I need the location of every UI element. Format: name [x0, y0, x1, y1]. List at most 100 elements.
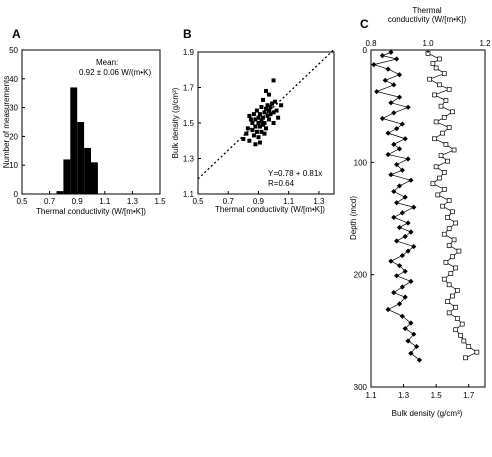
panel-c-bottom-ticks: 1.1 1.3 1.5 1.7: [365, 384, 475, 400]
y-tick-label: 1.3: [183, 155, 195, 164]
density-point: [453, 220, 459, 226]
thermal-point: [388, 172, 394, 178]
scatter-point: [256, 121, 261, 125]
thermal-point: [391, 188, 397, 195]
thermal-point: [405, 220, 411, 226]
scatter-point: [268, 112, 273, 117]
panel-a-mean-label: Mean:: [96, 58, 118, 67]
density-point: [446, 243, 452, 248]
y-tick-label: 40: [9, 75, 18, 84]
thermal-point: [396, 72, 403, 78]
scatter-point: [267, 108, 272, 113]
thermal-point: [402, 294, 408, 300]
y-tick-label: 10: [9, 161, 18, 170]
thermal-point: [396, 94, 403, 100]
thermal-point: [396, 263, 403, 269]
y-tick-label: 200: [354, 271, 368, 280]
thermal-point: [394, 126, 400, 132]
y-tick-label: 1.5: [183, 119, 195, 128]
x-tick-label: 0.7: [223, 197, 235, 206]
density-point: [440, 203, 446, 209]
scatter-point: [253, 124, 258, 129]
scatter-point: [256, 115, 261, 120]
thermal-point: [399, 121, 405, 127]
thermal-point: [382, 77, 388, 83]
x-tick-label: 1.1: [283, 197, 295, 206]
scatter-point: [271, 121, 276, 125]
scatter-point: [248, 117, 253, 122]
thermal-point: [379, 53, 385, 59]
thermal-point: [405, 338, 411, 344]
scatter-point: [279, 103, 284, 108]
scatter-point: [253, 117, 258, 122]
histogram-bar: [56, 191, 64, 194]
x-tick-label: 0.7: [44, 197, 56, 206]
y-tick-label: 0: [363, 46, 368, 55]
y-tick-label: 30: [9, 104, 18, 113]
density-point: [443, 142, 449, 147]
thermal-point: [399, 252, 405, 259]
x-tick-label: 0.5: [16, 197, 28, 206]
density-point: [441, 115, 447, 120]
panel-c-letter: C: [360, 17, 369, 31]
density-point: [430, 181, 436, 187]
panel-b: B 0.5 0.7 0.9 1.1 1.3 1.1 1.3 1.5 1.7 1.9 Therma…: [171, 27, 335, 214]
density-point: [451, 237, 457, 243]
scatter-point: [257, 140, 262, 145]
density-point: [456, 248, 462, 254]
scatter-point: [270, 101, 275, 106]
thermal-point: [414, 343, 420, 350]
thermal-point: [411, 331, 417, 337]
thermal-point: [408, 177, 414, 183]
panel-c-thermal-points: [371, 49, 423, 363]
thermal-point: [394, 238, 400, 244]
scatter-point: [268, 105, 273, 110]
scatter-point: [259, 105, 264, 110]
density-point: [474, 349, 480, 355]
density-point: [446, 310, 452, 316]
bottom-tick-label: 1.5: [431, 391, 443, 400]
scatter-point: [265, 103, 270, 108]
density-point: [433, 164, 439, 170]
density-point: [437, 56, 442, 62]
thermal-point: [405, 104, 411, 110]
panel-a: A 0.5 0.7 0.9 1.1 1.3 1.5 0 10 20 30 40 50 Thermal…: [2, 27, 166, 216]
y-tick-label: 100: [354, 158, 368, 167]
panel-b-x-ticks: 0.5 0.7 0.9 1.1 1.3: [192, 191, 325, 206]
density-point: [450, 293, 455, 299]
density-point: [450, 109, 455, 115]
panel-a-y-ticks: 0 10 20 30 40 50: [9, 46, 25, 199]
density-point: [433, 119, 439, 125]
thermal-point: [374, 88, 380, 95]
panel-b-points: [241, 78, 284, 147]
y-tick-label: 300: [354, 383, 368, 392]
thermal-point: [388, 49, 394, 55]
panel-b-letter: B: [183, 27, 192, 41]
panel-c-frame: [370, 49, 486, 388]
panel-c-top-ticks: 0.8 1.0 1.2: [365, 39, 491, 53]
density-point: [445, 158, 450, 164]
density-point: [446, 226, 452, 231]
thermal-point: [405, 248, 411, 254]
density-point: [463, 355, 468, 361]
scatter-point: [259, 119, 264, 124]
x-tick-label: 1.3: [127, 197, 139, 206]
histogram-bar: [77, 122, 85, 194]
scatter-point: [264, 126, 268, 131]
scatter-point: [262, 110, 267, 115]
thermal-point: [399, 313, 405, 319]
histogram-bar: [70, 87, 78, 194]
thermal-point: [394, 273, 400, 279]
scatter-point: [250, 121, 255, 125]
density-point: [438, 103, 444, 109]
top-tick-label: 1.0: [422, 39, 434, 48]
x-tick-label: 0.5: [192, 197, 204, 206]
thermal-point: [416, 357, 423, 363]
scatter-point: [251, 112, 256, 117]
density-point: [453, 327, 459, 333]
panel-a-frame: [21, 49, 161, 195]
scatter-point: [264, 106, 268, 111]
panel-b-y-ticks: 1.1 1.3 1.5 1.7 1.9: [183, 48, 201, 199]
density-point: [437, 175, 442, 181]
